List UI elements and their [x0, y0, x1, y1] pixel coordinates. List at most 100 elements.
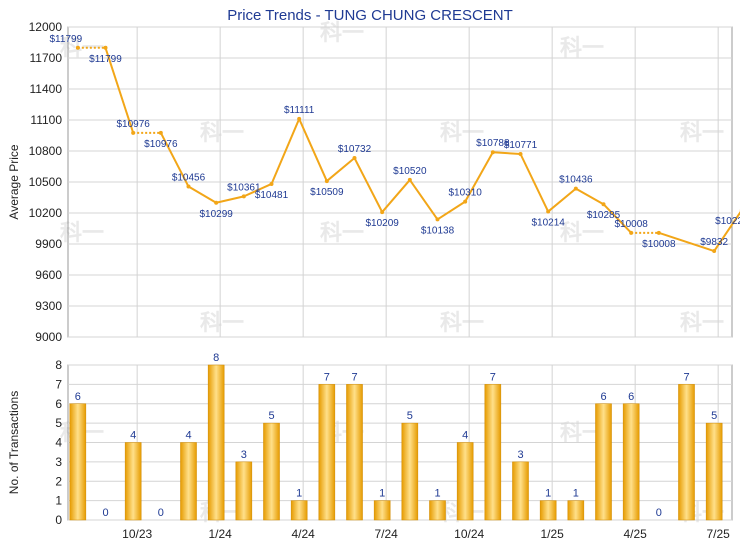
- bar-value-label: 0: [158, 507, 164, 519]
- transaction-bar: [456, 442, 474, 521]
- price-data-point: [573, 186, 578, 191]
- transaction-bar: [346, 384, 363, 521]
- price-data-label: $10138: [421, 225, 455, 236]
- price-line-chart: 9000 9300 9600 9900 10200 10500 10800 11100 1140…: [7, 20, 740, 344]
- price-line-segment: [575, 187, 604, 206]
- transaction-bar: [235, 461, 253, 521]
- price-data-label: $9832: [700, 237, 728, 248]
- bar-value-label: 7: [351, 371, 357, 383]
- bar-value-label: 6: [628, 391, 634, 403]
- x-tick-label: 10/23: [122, 527, 152, 541]
- bar-value-label: 4: [185, 430, 191, 442]
- watermark-text: 科一: [680, 120, 724, 145]
- price-line-segment: [409, 179, 439, 220]
- price-data-point: [712, 249, 717, 254]
- transaction-bar: [622, 403, 640, 521]
- watermark-text: 科一: [320, 220, 364, 245]
- bar-value-label: 6: [600, 391, 606, 403]
- watermark-text: 科一: [320, 20, 364, 45]
- price-data-point: [463, 199, 468, 204]
- price-data-point: [490, 150, 495, 155]
- price-line-segment: [381, 179, 411, 213]
- price-data-point: [352, 156, 357, 161]
- bar-value-label: 5: [711, 410, 717, 422]
- price-y-tick-label: 11700: [30, 51, 63, 65]
- transaction-bar: [69, 403, 87, 521]
- price-data-point: [131, 130, 136, 135]
- price-data-label: $10361: [227, 182, 261, 193]
- watermark-text: 科一: [680, 310, 724, 335]
- price-data-point: [214, 200, 219, 205]
- price-data-label: $10228: [715, 216, 740, 227]
- price-data-label: $10299: [199, 209, 233, 220]
- bar-value-label: 1: [379, 488, 385, 500]
- transaction-bar: [539, 500, 557, 521]
- price-y-axis-label: Average Price: [7, 144, 21, 219]
- bar-y-axis-label: No. of Transactions: [7, 391, 21, 494]
- price-data-label: $11799: [50, 34, 83, 45]
- watermark-text: 科一: [200, 120, 244, 145]
- bar-value-label: 1: [434, 488, 440, 500]
- price-y-tick-label: 11400: [30, 82, 63, 96]
- bar-value-label: 6: [75, 391, 81, 403]
- bar-value-label: 0: [102, 507, 108, 519]
- bar-y-tick-label: 6: [55, 397, 62, 411]
- watermark-text: 科一: [560, 220, 604, 245]
- price-data-label: $10285: [587, 210, 621, 221]
- transaction-bar: [318, 384, 336, 521]
- price-y-tick-label: 9600: [35, 268, 62, 282]
- price-y-tick-label: 10500: [29, 175, 63, 189]
- transaction-bar: [124, 442, 142, 521]
- price-data-point: [629, 230, 634, 235]
- bar-value-label: 1: [545, 488, 551, 500]
- price-data-label: $10771: [504, 140, 538, 151]
- price-data-label: $10436: [559, 175, 593, 186]
- price-data-label: $11799: [89, 54, 122, 65]
- price-data-label: $10214: [531, 218, 565, 229]
- price-line-segment: [436, 200, 466, 221]
- price-data-label: $10732: [338, 144, 372, 155]
- price-y-tick-label: 9900: [35, 237, 62, 251]
- x-tick-label: 10/24: [454, 527, 484, 541]
- price-y-tick-label: 9300: [35, 299, 62, 313]
- price-line-segment: [353, 157, 384, 213]
- price-data-point: [241, 194, 246, 199]
- x-tick-label: 4/25: [623, 527, 647, 541]
- price-data-point: [435, 217, 440, 222]
- chart-title: Price Trends - TUNG CHUNG CRESCENT: [227, 7, 513, 24]
- transaction-bar: [512, 461, 529, 521]
- price-line-segment: [326, 157, 356, 182]
- bar-value-label: 5: [407, 410, 413, 422]
- bar-y-tick-label: 5: [55, 416, 62, 430]
- transactions-bar-chart: 0 1 2 3 4 5 6 7 8 10/23 1/24 4/24 7/24 10/24 1/25 4/25 7…: [7, 352, 733, 541]
- watermark-text: 科一: [60, 220, 104, 245]
- transaction-bar: [705, 422, 723, 521]
- bar-value-label: 7: [683, 371, 689, 383]
- x-tick-label: 1/25: [540, 527, 564, 541]
- transaction-bar: [567, 500, 585, 521]
- price-line-segment: [298, 118, 328, 182]
- bar-y-tick-label: 0: [55, 513, 62, 527]
- watermark-text: 科一: [440, 310, 484, 335]
- price-y-tick-label: 10200: [29, 206, 63, 220]
- price-data-point: [186, 184, 191, 189]
- transaction-bar: [290, 500, 308, 521]
- price-data-label: $10520: [393, 166, 427, 177]
- x-tick-label: 7/25: [706, 527, 730, 541]
- transaction-bar: [180, 442, 197, 521]
- bar-value-label: 3: [241, 449, 247, 461]
- bar-value-label: 1: [573, 488, 579, 500]
- price-data-label: $10976: [116, 119, 150, 130]
- price-line-segment: [187, 185, 217, 204]
- price-data-point: [601, 202, 606, 207]
- price-data-label: $10310: [448, 188, 482, 199]
- bar-y-tick-label: 2: [55, 474, 62, 488]
- transaction-bar: [373, 500, 391, 521]
- price-y-tick-label: 12000: [29, 20, 63, 34]
- price-data-point: [407, 177, 412, 182]
- bar-y-tick-label: 8: [55, 358, 62, 372]
- transaction-bar: [595, 403, 612, 521]
- x-tick-label: 1/24: [208, 527, 232, 541]
- bar-y-tick-label: 1: [55, 494, 62, 508]
- price-data-label: $10509: [310, 187, 344, 198]
